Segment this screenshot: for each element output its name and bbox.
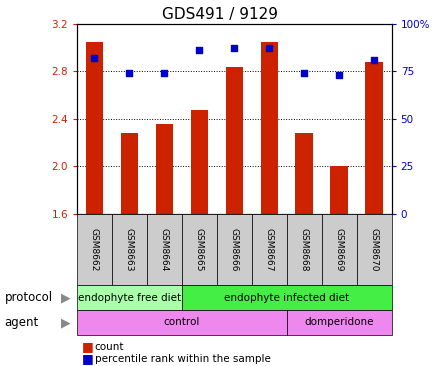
Point — [126, 70, 133, 76]
Point — [231, 45, 238, 51]
Text: GSM8663: GSM8663 — [125, 228, 134, 271]
Text: GSM8665: GSM8665 — [195, 228, 204, 271]
Text: endophyte infected diet: endophyte infected diet — [224, 292, 349, 303]
Text: GSM8664: GSM8664 — [160, 228, 169, 271]
Text: control: control — [164, 317, 200, 328]
Text: GSM8669: GSM8669 — [335, 228, 344, 271]
Bar — [86, 42, 103, 214]
Bar — [156, 123, 173, 214]
Bar — [191, 111, 208, 214]
Text: ■: ■ — [81, 352, 93, 365]
Text: GSM8667: GSM8667 — [265, 228, 274, 271]
Text: ▶: ▶ — [61, 291, 71, 304]
Text: GSM8662: GSM8662 — [90, 228, 99, 271]
Text: count: count — [95, 341, 124, 352]
Text: GSM8670: GSM8670 — [370, 228, 379, 271]
Bar — [260, 42, 278, 214]
Text: endophyte free diet: endophyte free diet — [78, 292, 181, 303]
Bar — [365, 62, 383, 214]
Text: ▶: ▶ — [61, 316, 71, 329]
Text: protocol: protocol — [4, 291, 52, 304]
Text: GSM8666: GSM8666 — [230, 228, 239, 271]
Point — [196, 48, 203, 53]
Bar — [296, 133, 313, 214]
Text: GSM8668: GSM8668 — [300, 228, 309, 271]
Text: domperidone: domperidone — [304, 317, 374, 328]
Bar — [226, 67, 243, 214]
Text: ■: ■ — [81, 340, 93, 353]
Text: percentile rank within the sample: percentile rank within the sample — [95, 354, 271, 364]
Text: agent: agent — [4, 316, 39, 329]
Bar — [121, 133, 138, 214]
Point — [91, 55, 98, 61]
Text: GDS491 / 9129: GDS491 / 9129 — [162, 7, 278, 22]
Point — [161, 70, 168, 76]
Point — [266, 45, 273, 51]
Bar — [330, 166, 348, 214]
Point — [301, 70, 308, 76]
Point — [336, 72, 343, 78]
Point — [370, 57, 378, 63]
